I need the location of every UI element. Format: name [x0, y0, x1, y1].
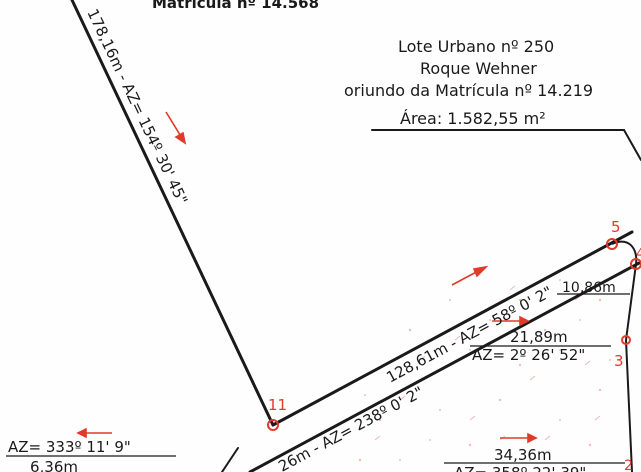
- vertex-11-label: 11: [268, 396, 287, 414]
- segment-5-4-label: 10,86m: [562, 280, 616, 296]
- edge-4-3: [625, 263, 637, 341]
- vertex-5-label: 5: [611, 218, 621, 236]
- line-left-178: [70, 0, 275, 427]
- lot-area: Área: 1.582,55 m²: [400, 109, 546, 128]
- arrow-left-154: [165, 111, 187, 145]
- vertex-3-marker: [621, 335, 631, 345]
- vertex-3-label: 3: [614, 352, 624, 370]
- segment-lower-label: 26m - AZ= 238º 0' 2": [275, 383, 426, 472]
- segment-4-3-length: 21,89m: [510, 328, 568, 346]
- segment-3-2-length: 34,36m: [494, 446, 552, 464]
- arrow-333: [76, 427, 112, 439]
- lot-origin: oriundo da Matrícula nº 14.219: [344, 81, 593, 100]
- matricula-top-label: Matrícula nº 14.568: [152, 0, 319, 12]
- arrow-main-58: [451, 265, 489, 286]
- lot-250-boundary: [371, 129, 641, 161]
- vertex-markers: [267, 238, 641, 431]
- segment-left-label: 178,16m - AZ= 154º 30' 45": [83, 6, 191, 207]
- segment-4-3-azimuth: AZ= 2º 26' 52": [472, 346, 585, 364]
- lot-owner: Roque Wehner: [420, 59, 537, 78]
- line-bottom-left: [221, 447, 239, 472]
- vertex-4-marker: [630, 258, 641, 270]
- segment-bottom-left-azimuth: AZ= 333º 11' 9": [8, 438, 131, 456]
- boundary-lines: [70, 0, 641, 472]
- segment-bottom-left-length: 6,36m: [30, 458, 78, 472]
- arrow-21-89: [492, 315, 530, 327]
- direction-arrows: [76, 111, 538, 444]
- vertex-11-marker: [267, 419, 279, 431]
- lot-title: Lote Urbano nº 250: [398, 37, 554, 56]
- arrow-34-36: [500, 432, 538, 444]
- segment-3-2-azimuth: AZ= 358º 22' 39": [454, 464, 586, 472]
- vertex-5-marker: [606, 238, 618, 250]
- parcel-hatch: [338, 279, 611, 462]
- edge-3-2: [625, 339, 633, 472]
- vertex-4-label: 4: [636, 247, 641, 262]
- parcel-hatch-ticks: [374, 285, 601, 441]
- vertex-2-label: 2: [624, 458, 633, 472]
- line-lower-238: [248, 260, 641, 472]
- line-main-128: [271, 230, 634, 427]
